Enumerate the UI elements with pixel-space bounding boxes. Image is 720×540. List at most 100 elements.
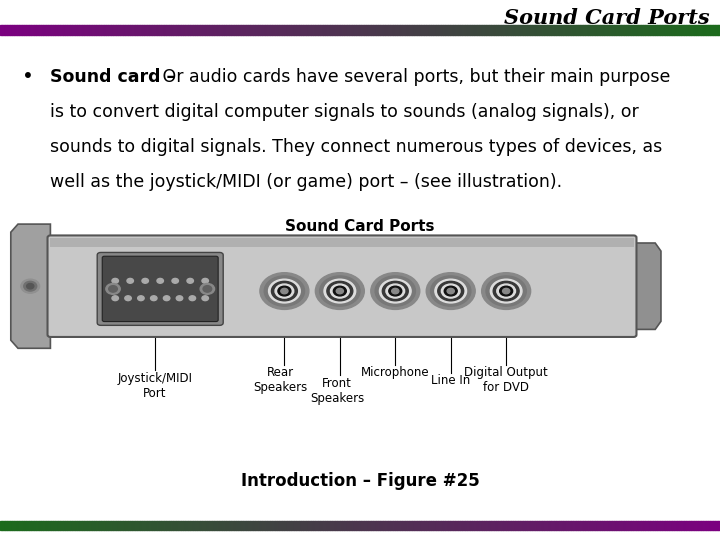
Bar [318,25,320,35]
Bar [701,25,703,35]
Bar [407,25,410,35]
Bar [132,521,135,530]
Text: Sound card –: Sound card – [50,68,176,85]
Bar [400,25,402,35]
Bar [516,25,518,35]
Bar [643,25,645,35]
Bar [5,521,7,530]
Bar [546,25,549,35]
Bar [539,25,542,35]
Circle shape [189,296,196,301]
Text: is to convert digital computer signals to sounds (analog signals), or: is to convert digital computer signals t… [50,103,639,120]
Bar [106,25,109,35]
Bar [670,521,672,530]
Bar [405,25,407,35]
Bar [335,25,337,35]
Bar [390,25,392,35]
Bar [53,521,55,530]
Bar [72,521,75,530]
Bar [342,25,344,35]
Bar [708,25,711,35]
Bar [616,521,619,530]
Bar [557,521,559,530]
Bar [527,25,530,35]
Bar [713,521,715,530]
Bar [181,521,183,530]
Bar [233,25,236,35]
Circle shape [112,296,118,301]
Circle shape [336,288,343,294]
Bar [99,521,101,530]
Bar [501,25,503,35]
Bar [496,25,498,35]
Circle shape [27,284,34,289]
Bar [46,521,48,530]
Bar [715,25,718,35]
Bar [595,25,597,35]
Bar [482,521,484,530]
Bar [573,521,575,530]
Circle shape [24,281,37,291]
Circle shape [202,296,209,301]
Bar [256,25,258,35]
Bar [0,25,2,35]
Bar [104,25,106,35]
Bar [611,25,614,35]
Bar [467,521,469,530]
Circle shape [435,279,467,303]
Bar [392,25,395,35]
Bar [602,25,604,35]
Bar [246,25,248,35]
Bar [287,521,289,530]
Bar [96,25,99,35]
Bar [308,521,310,530]
Bar [349,521,351,530]
Bar [407,521,410,530]
Bar [248,521,251,530]
Circle shape [444,286,457,296]
Bar [140,25,142,35]
Bar [417,521,419,530]
Bar [580,521,582,530]
Bar [222,25,224,35]
Bar [272,521,274,530]
Bar [204,521,207,530]
Bar [419,521,421,530]
Bar [480,25,482,35]
Bar [65,521,68,530]
Bar [154,521,156,530]
Bar [9,25,12,35]
Bar [667,25,670,35]
Bar [701,521,703,530]
Bar [438,25,441,35]
Bar [364,521,366,530]
Bar [684,25,686,35]
Bar [31,25,34,35]
Bar [31,521,34,530]
Circle shape [21,279,40,293]
Bar [24,521,27,530]
Bar [149,25,152,35]
Bar [573,25,575,35]
Bar [256,521,258,530]
Bar [186,25,188,35]
Bar [361,25,364,35]
Circle shape [172,279,179,284]
Bar [171,521,174,530]
Bar [89,25,91,35]
Bar [130,25,132,35]
Bar [289,521,292,530]
Bar [713,25,715,35]
Bar [215,521,217,530]
Bar [176,521,178,530]
Bar [58,25,60,35]
Bar [532,25,534,35]
Bar [330,25,333,35]
Bar [318,521,320,530]
Bar [629,25,631,35]
Bar [554,521,557,530]
Bar [424,521,426,530]
Bar [376,25,378,35]
Bar [120,25,123,35]
Circle shape [112,279,118,284]
